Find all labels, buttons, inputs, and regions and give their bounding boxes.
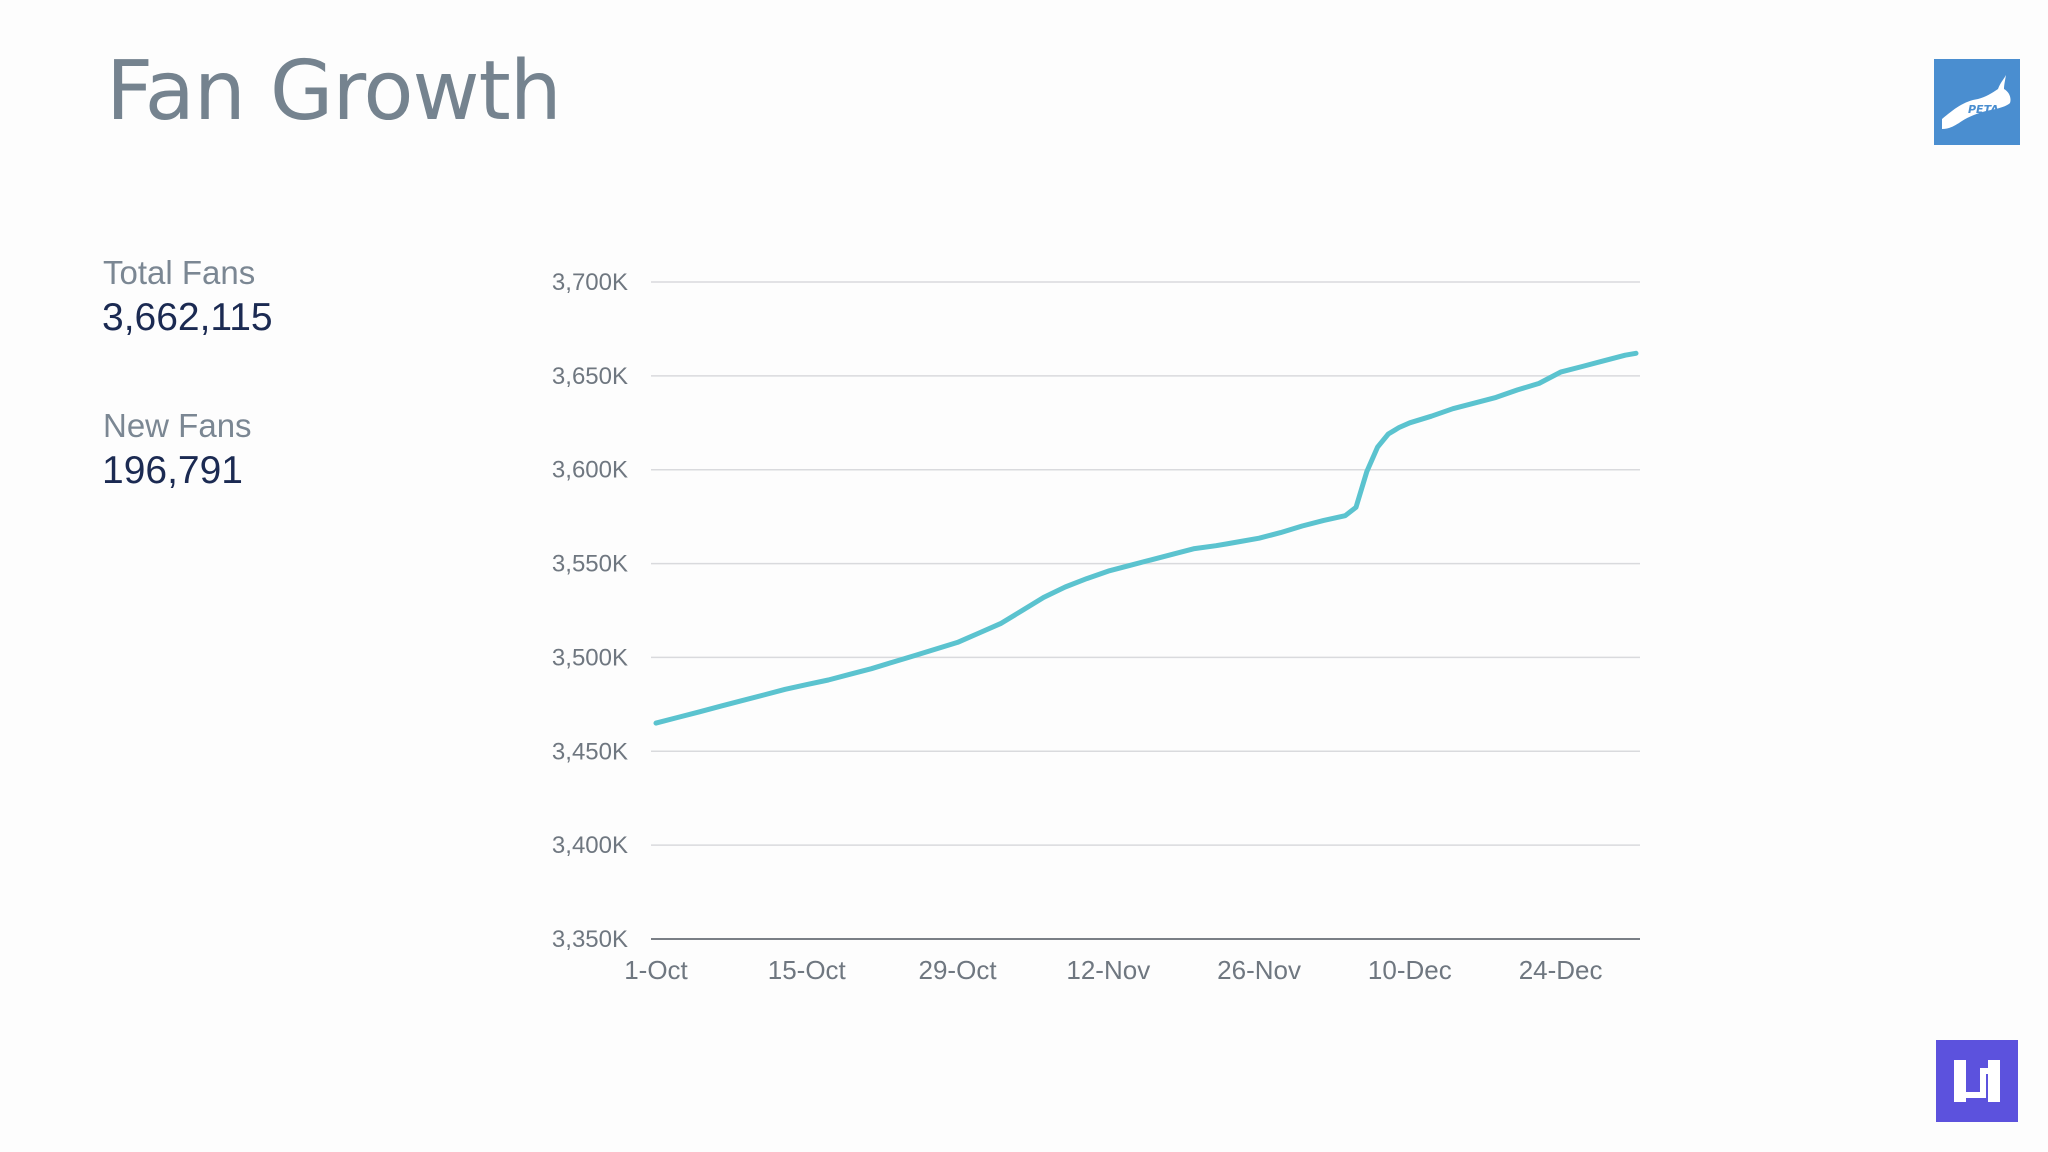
x-tick-label: 10-Dec: [1368, 955, 1452, 985]
y-tick-label: 3,700K: [552, 269, 628, 296]
x-tick-label: 24-Dec: [1519, 955, 1603, 985]
total-fans-value: 3,662,115: [102, 296, 273, 339]
page-title: Fan Growth: [106, 44, 562, 139]
y-tick-label: 3,600K: [552, 457, 628, 484]
x-tick-label: 29-Oct: [919, 955, 998, 985]
brand-u-logo-icon: [1954, 1060, 2000, 1102]
running-rabbit-icon: PETA: [1942, 75, 2011, 129]
y-tick-label: 3,550K: [552, 551, 628, 578]
new-fans-label: New Fans: [103, 407, 252, 444]
new-fans-value: 196,791: [102, 449, 243, 492]
brand-logo: [1936, 1040, 2018, 1122]
y-tick-label: 3,400K: [552, 832, 628, 859]
peta-logo-text: PETA: [1968, 103, 1999, 116]
x-tick-label: 15-Oct: [768, 955, 847, 985]
x-tick-label: 1-Oct: [624, 955, 688, 985]
series-line-total-fans: [653, 350, 1639, 726]
x-tick-label: 26-Nov: [1217, 955, 1301, 985]
x-tick-label: 12-Nov: [1066, 955, 1150, 985]
y-tick-label: 3,450K: [552, 738, 628, 765]
y-tick-label: 3,650K: [552, 363, 628, 390]
peta-logo: PETA: [1934, 59, 2020, 145]
y-tick-label: 3,500K: [552, 644, 628, 671]
total-fans-label: Total Fans: [103, 254, 256, 291]
y-tick-label: 3,350K: [552, 926, 628, 953]
